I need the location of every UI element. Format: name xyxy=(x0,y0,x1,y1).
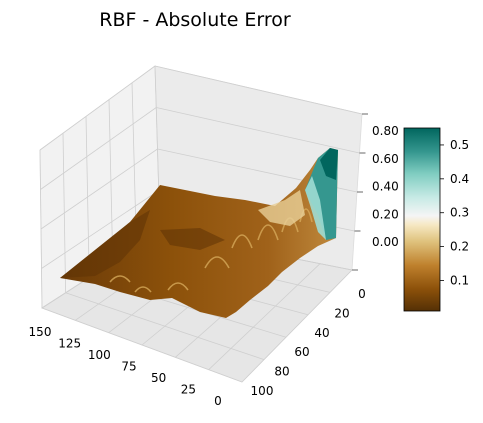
z-axis-ticks: 0.00 0.20 0.40 0.60 0.80 xyxy=(372,124,399,249)
x-tick-label: 100 xyxy=(88,348,111,362)
y-tick-label: 80 xyxy=(274,365,289,379)
error-surface xyxy=(60,148,338,318)
z-grid-line-left xyxy=(41,190,159,269)
x-axis-ticks: 0 25 50 75 100 125 150 xyxy=(29,325,222,408)
z-grid-line-left xyxy=(40,107,157,190)
z-grid-line-left xyxy=(40,148,158,230)
x-grid-line xyxy=(241,269,353,383)
colorbar-gradient xyxy=(403,127,441,312)
y-tick-label: 20 xyxy=(334,306,349,320)
colorbar-tick-label: 0.2 xyxy=(450,240,469,254)
surface-highlight xyxy=(258,190,305,226)
surface-shading xyxy=(60,210,225,278)
colorbar-ticks: 0.1 0.2 0.3 0.4 0.5 xyxy=(440,138,469,288)
x-tick-label: 150 xyxy=(29,325,52,339)
colorbar-tick-label: 0.1 xyxy=(450,274,469,288)
y-tick-label: 40 xyxy=(314,326,329,340)
x-tick-label: 25 xyxy=(181,383,196,397)
surface-peak-light xyxy=(305,176,326,240)
colorbar: 0.1 0.2 0.3 0.4 0.5 xyxy=(403,127,469,312)
z-grid-line xyxy=(154,65,363,115)
y-tick-label: 0 xyxy=(358,287,366,301)
z-grid-line xyxy=(156,107,360,154)
x-tick-label: 125 xyxy=(58,337,81,351)
z-tick-label: 0.00 xyxy=(372,235,399,249)
y-tick-label: 60 xyxy=(294,345,309,359)
z-tick-label: 0.80 xyxy=(372,124,399,138)
z-tick-label: 0.20 xyxy=(372,207,399,221)
surface-peak-dark xyxy=(320,148,338,180)
x-tick-label: 50 xyxy=(151,371,166,385)
chart-title: RBF - Absolute Error xyxy=(99,9,291,31)
z-tick-label: 0.60 xyxy=(372,152,399,166)
x-tick-label: 0 xyxy=(214,394,222,408)
y-grid-line xyxy=(65,292,265,360)
x-grid-line xyxy=(208,263,321,370)
z-grid-line-left xyxy=(39,65,156,151)
y-tick-label: 100 xyxy=(251,384,274,398)
y-grid-line xyxy=(41,307,243,383)
x-tick-label: 75 xyxy=(121,360,136,374)
colorbar-tick-label: 0.5 xyxy=(450,138,469,152)
colorbar-tick-label: 0.4 xyxy=(450,172,469,186)
z-tick-label: 0.40 xyxy=(372,180,399,194)
colorbar-tick-label: 0.3 xyxy=(450,206,469,220)
